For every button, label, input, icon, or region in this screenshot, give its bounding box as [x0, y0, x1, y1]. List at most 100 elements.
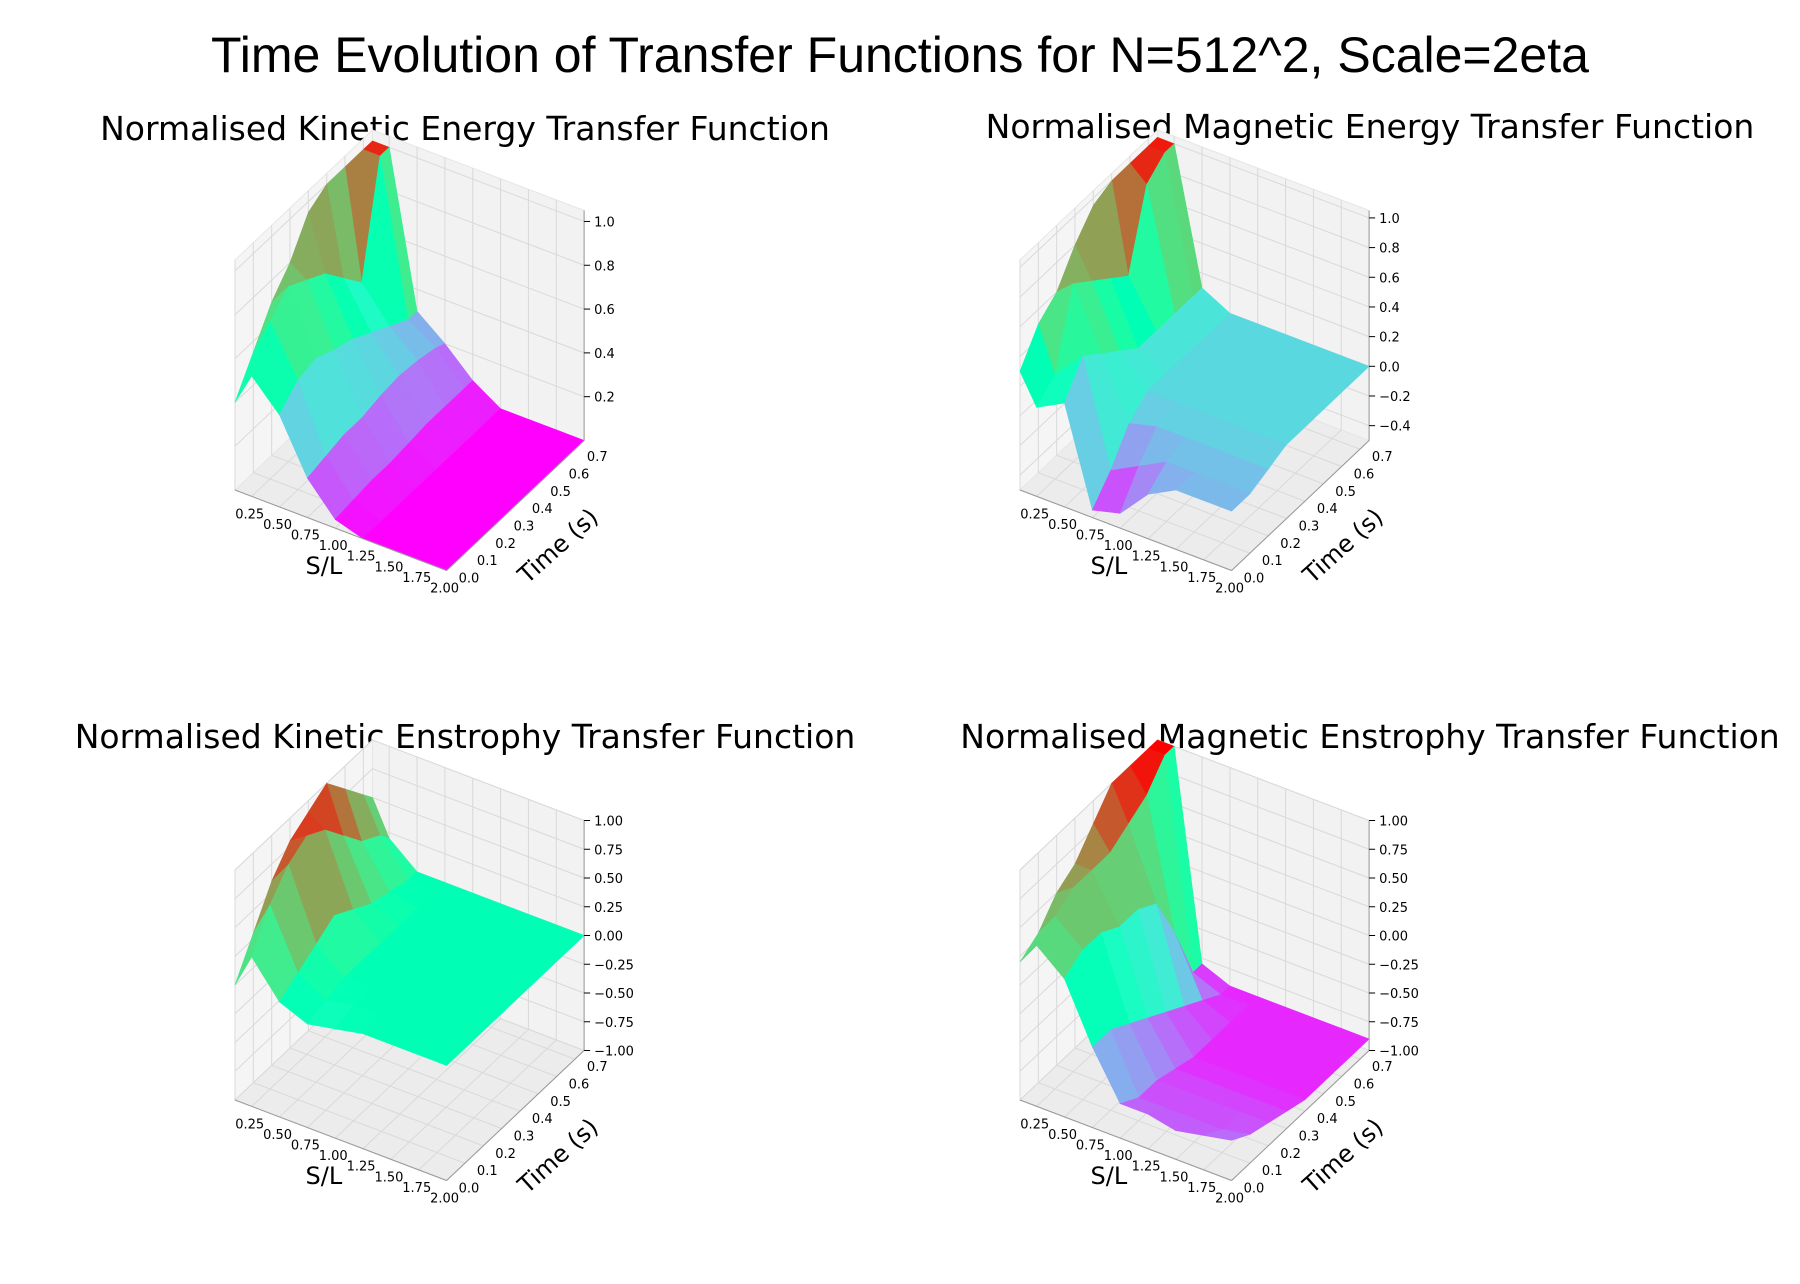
- x-tick-label: 1.25: [347, 1160, 376, 1175]
- x-tick-label: 0.25: [235, 1117, 264, 1132]
- x-gridline: [1203, 199, 1342, 561]
- x-tick-label: 1.75: [402, 571, 431, 586]
- panel-magnetic-enstrophy: Normalised Magnetic Enstrophy Transfer F…: [960, 717, 1779, 1207]
- z-tick-label: 1.0: [1379, 212, 1400, 227]
- z-tick-label: 0.00: [1379, 930, 1408, 945]
- y-axis-line: [1231, 1050, 1370, 1181]
- x-tick-label: 0.75: [1076, 529, 1105, 544]
- panel-title: Normalised Magnetic Energy Transfer Func…: [986, 107, 1755, 146]
- x-axis-label: S/L: [1091, 552, 1128, 580]
- panel-title: Normalised Kinetic Enstrophy Transfer Fu…: [75, 717, 856, 756]
- y-tick-label: 0.0: [1244, 1182, 1265, 1197]
- panel-title: Normalised Kinetic Energy Transfer Funct…: [100, 109, 830, 148]
- x-tick-label: 0.25: [235, 507, 264, 522]
- z-tick-label: 0.4: [1379, 301, 1400, 316]
- y-gridline: [1037, 242, 1251, 554]
- z-gridline: [234, 739, 585, 871]
- z-tick-label: −0.75: [594, 1016, 634, 1031]
- y-tick-label: 0.5: [1335, 1095, 1356, 1110]
- y-tick-label: 0.4: [532, 502, 553, 517]
- y-axis-line: [446, 440, 585, 571]
- axes: [1019, 210, 1370, 571]
- y-axis-label: Time (s): [512, 503, 604, 590]
- z-tick-label: 0.4: [594, 347, 615, 362]
- y-tick-label: 0.0: [459, 572, 480, 587]
- x-tick-label: 1.25: [347, 550, 376, 565]
- y-axis-line: [446, 1050, 585, 1181]
- y-tick-label: 0.1: [1262, 554, 1283, 569]
- x-tick-label: 0.50: [1048, 518, 1077, 533]
- y-tick-label: 0.7: [587, 450, 608, 465]
- surface: [1019, 739, 1370, 1141]
- z-tick-label: 1.00: [1379, 815, 1408, 830]
- x-axis-line: [234, 1099, 447, 1181]
- y-tick-label: 0.7: [1372, 450, 1393, 465]
- z-tick-label: 0.75: [594, 843, 623, 858]
- z-tick-label: 0.2: [594, 391, 615, 406]
- z-tick-label: 0.50: [594, 872, 623, 887]
- y-tick-label: 0.6: [1354, 468, 1375, 483]
- z-tick-label: 0.25: [594, 901, 623, 916]
- x-tick-label: 1.75: [402, 1181, 431, 1196]
- y-axis-line: [1231, 440, 1370, 571]
- surface-patch: [1203, 482, 1251, 512]
- panel-title: Normalised Magnetic Enstrophy Transfer F…: [960, 717, 1779, 756]
- y-tick-label: 0.3: [514, 1130, 535, 1145]
- z-tick-label: 0.25: [1379, 901, 1408, 916]
- x-tick-label: 1.50: [1159, 1170, 1188, 1185]
- z-tick-label: 0.2: [1379, 331, 1400, 346]
- x-tick-label: 1.25: [1132, 1160, 1161, 1175]
- axes: [234, 210, 585, 571]
- panel-magnetic-energy: Normalised Magnetic Energy Transfer Func…: [986, 107, 1755, 597]
- y-tick-label: 0.2: [495, 1147, 516, 1162]
- x-tick-label: 1.00: [1104, 539, 1133, 554]
- panel-kinetic-enstrophy: Normalised Kinetic Enstrophy Transfer Fu…: [75, 717, 856, 1207]
- z-gridline: [234, 768, 585, 900]
- x-tick-label: 0.75: [1076, 1139, 1105, 1154]
- surface: [234, 782, 585, 1066]
- y-tick-label: 0.5: [550, 1095, 571, 1110]
- y-tick-label: 0.6: [569, 468, 590, 483]
- z-tick-label: −1.00: [594, 1045, 634, 1060]
- z-tick-label: −0.50: [594, 987, 634, 1002]
- x-tick-label: 0.50: [263, 518, 292, 533]
- panel-kinetic-energy: Normalised Kinetic Energy Transfer Funct…: [100, 109, 830, 597]
- z-tick-label: 0.8: [1379, 242, 1400, 257]
- z-tick-label: −0.75: [1379, 1016, 1419, 1031]
- y-tick-label: 0.4: [1317, 502, 1338, 517]
- x-axis-label: S/L: [1091, 1162, 1128, 1190]
- x-axis-line: [1019, 1099, 1232, 1181]
- z-tick-label: −0.4: [1379, 420, 1411, 435]
- x-tick-label: 1.00: [319, 539, 348, 554]
- y-axis-label: Time (s): [512, 1113, 604, 1200]
- y-tick-label: 0.7: [587, 1060, 608, 1075]
- y-tick-label: 0.0: [1244, 572, 1265, 587]
- x-tick-label: 0.50: [1048, 1128, 1077, 1143]
- z-tick-label: 0.75: [1379, 843, 1408, 858]
- y-tick-label: 0.6: [1354, 1078, 1375, 1093]
- x-axis-label: S/L: [306, 552, 343, 580]
- x-tick-label: 1.50: [1159, 560, 1188, 575]
- y-tick-label: 0.3: [1299, 520, 1320, 535]
- z-tick-label: 0.6: [1379, 271, 1400, 286]
- x-tick-label: 1.25: [1132, 550, 1161, 565]
- z-tick-label: 0.00: [594, 930, 623, 945]
- surface-patch: [1203, 1129, 1250, 1141]
- y-tick-label: 0.2: [495, 537, 516, 552]
- y-tick-label: 0.6: [569, 1078, 590, 1093]
- y-axis-label: Time (s): [1297, 1113, 1389, 1200]
- x-tick-label: 0.75: [291, 529, 320, 544]
- x-tick-label: 1.00: [319, 1149, 348, 1164]
- x-tick-label: 2.00: [1215, 582, 1244, 597]
- z-tick-label: −0.25: [1379, 958, 1419, 973]
- y-tick-label: 0.3: [514, 520, 535, 535]
- x-tick-label: 1.75: [1187, 571, 1216, 586]
- z-tick-label: 1.0: [594, 215, 615, 230]
- z-tick-label: 0.0: [1379, 360, 1400, 375]
- z-tick-label: 1.00: [594, 815, 623, 830]
- y-tick-label: 0.1: [477, 1164, 498, 1179]
- x-tick-label: 2.00: [430, 1192, 459, 1207]
- y-tick-label: 0.4: [1317, 1112, 1338, 1127]
- y-tick-label: 0.4: [532, 1112, 553, 1127]
- y-tick-label: 0.2: [1280, 1147, 1301, 1162]
